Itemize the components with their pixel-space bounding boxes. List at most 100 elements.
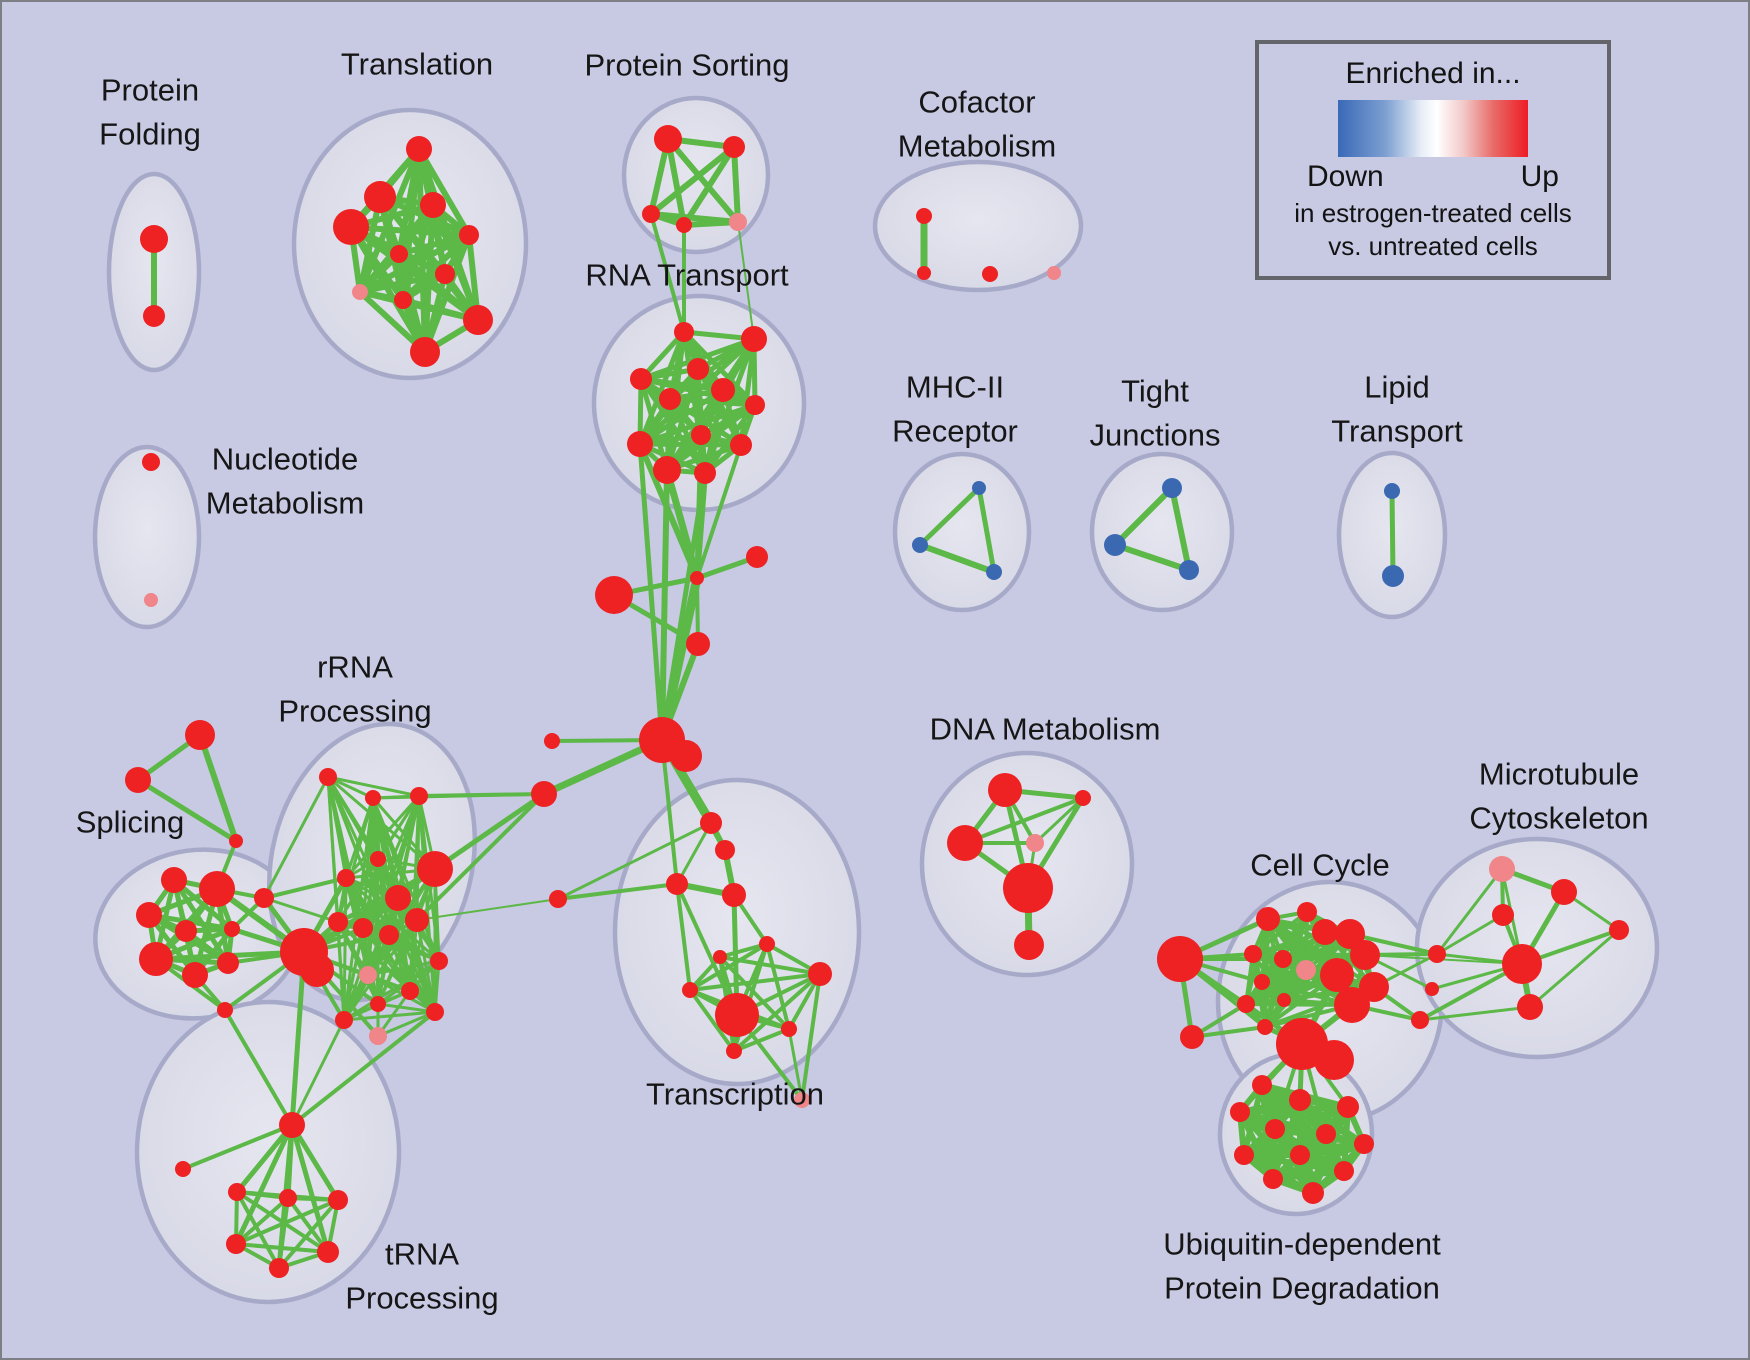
node-ps2[interactable] (723, 136, 745, 158)
node-r21[interactable] (549, 890, 567, 908)
node-r11[interactable] (353, 918, 373, 938)
node-sp8[interactable] (217, 952, 239, 974)
node-cc3[interactable] (1256, 907, 1280, 931)
node-x1[interactable] (700, 812, 722, 834)
node-mh1[interactable] (972, 481, 986, 495)
node-rt12[interactable] (694, 462, 716, 484)
node-r1[interactable] (319, 768, 337, 786)
node-cc14[interactable] (1320, 958, 1354, 992)
node-pf2[interactable] (143, 305, 165, 327)
node-m2[interactable] (1551, 879, 1577, 905)
node-cc5[interactable] (1312, 919, 1338, 945)
node-tr6[interactable] (226, 1234, 246, 1254)
node-sp3[interactable] (136, 902, 162, 928)
node-t11[interactable] (410, 337, 440, 367)
node-d4[interactable] (1026, 834, 1044, 852)
node-r14b[interactable] (300, 953, 334, 987)
node-ps5[interactable] (729, 213, 747, 231)
node-c3[interactable] (595, 576, 633, 614)
node-m6[interactable] (1609, 920, 1629, 940)
node-ps4[interactable] (676, 217, 692, 233)
node-cm4[interactable] (1047, 266, 1061, 280)
node-r18[interactable] (370, 996, 386, 1012)
node-m1[interactable] (1489, 856, 1515, 882)
node-r16[interactable] (430, 952, 448, 970)
node-sp2[interactable] (199, 871, 235, 907)
node-m3[interactable] (1492, 904, 1514, 926)
node-r9[interactable] (254, 888, 274, 908)
node-cc8[interactable] (1274, 950, 1292, 968)
node-cc17[interactable] (1359, 972, 1389, 1002)
node-c4[interactable] (686, 632, 710, 656)
node-rt5[interactable] (711, 378, 735, 402)
node-x11[interactable] (726, 1043, 742, 1059)
node-tj2[interactable] (1104, 534, 1126, 556)
node-cc4[interactable] (1297, 902, 1317, 922)
node-t7[interactable] (435, 264, 455, 284)
node-r10[interactable] (328, 912, 348, 932)
node-tr7[interactable] (317, 1241, 339, 1263)
node-r19[interactable] (426, 1003, 444, 1021)
node-x10[interactable] (781, 1021, 797, 1037)
node-tj1[interactable] (1162, 478, 1182, 498)
node-t3[interactable] (420, 192, 446, 218)
node-t9[interactable] (394, 291, 412, 309)
node-sp7[interactable] (182, 962, 208, 988)
node-cc7[interactable] (1244, 945, 1262, 963)
node-d3[interactable] (947, 825, 983, 861)
node-r6[interactable] (337, 869, 355, 887)
node-cc11[interactable] (1237, 995, 1255, 1013)
node-hub2[interactable] (670, 740, 702, 772)
node-s0a[interactable] (185, 720, 215, 750)
node-d5[interactable] (1003, 863, 1053, 913)
node-tr8[interactable] (269, 1258, 289, 1278)
node-rt7[interactable] (745, 395, 765, 415)
node-s0b[interactable] (125, 767, 151, 793)
node-cc10[interactable] (1254, 974, 1270, 990)
node-cc15[interactable] (1350, 940, 1380, 970)
node-cc2[interactable] (1180, 1025, 1204, 1049)
node-t2[interactable] (364, 181, 396, 213)
node-sp6[interactable] (139, 942, 173, 976)
node-cc12[interactable] (1277, 993, 1291, 1007)
node-t6[interactable] (390, 245, 408, 263)
node-rt8[interactable] (691, 425, 711, 445)
node-x4[interactable] (722, 883, 746, 907)
node-d2[interactable] (1075, 790, 1091, 806)
node-r17[interactable] (401, 982, 419, 1000)
node-cm2[interactable] (917, 266, 931, 280)
node-tr2[interactable] (175, 1161, 191, 1177)
node-x5[interactable] (759, 936, 775, 952)
node-cm3[interactable] (982, 266, 998, 282)
node-s0c[interactable] (229, 834, 243, 848)
node-tr3[interactable] (228, 1183, 246, 1201)
node-x8[interactable] (808, 962, 832, 986)
node-c5[interactable] (544, 733, 560, 749)
node-r22[interactable] (369, 1027, 387, 1045)
node-t1[interactable] (406, 136, 432, 162)
node-rt1[interactable] (674, 322, 694, 342)
node-rt6[interactable] (659, 388, 681, 410)
node-nm2[interactable] (144, 593, 158, 607)
node-mh2[interactable] (912, 537, 928, 553)
node-u10[interactable] (1334, 1161, 1354, 1181)
node-t5[interactable] (459, 225, 479, 245)
node-x3[interactable] (666, 873, 688, 895)
node-u2[interactable] (1289, 1089, 1311, 1111)
node-x9[interactable] (715, 993, 759, 1037)
node-tj3[interactable] (1179, 560, 1199, 580)
node-tr4[interactable] (279, 1189, 297, 1207)
node-d6[interactable] (1014, 930, 1044, 960)
node-x12[interactable] (794, 1092, 810, 1108)
node-r7[interactable] (417, 851, 453, 887)
node-u8[interactable] (1234, 1145, 1254, 1165)
node-sp4[interactable] (175, 920, 197, 942)
node-x2[interactable] (715, 840, 735, 860)
node-cc18b[interactable] (1314, 1040, 1354, 1080)
node-rt10[interactable] (730, 434, 752, 456)
node-t4[interactable] (333, 209, 369, 245)
node-u7[interactable] (1354, 1134, 1374, 1154)
node-t8[interactable] (352, 284, 368, 300)
node-rt11[interactable] (653, 456, 681, 484)
node-u5[interactable] (1265, 1119, 1285, 1139)
